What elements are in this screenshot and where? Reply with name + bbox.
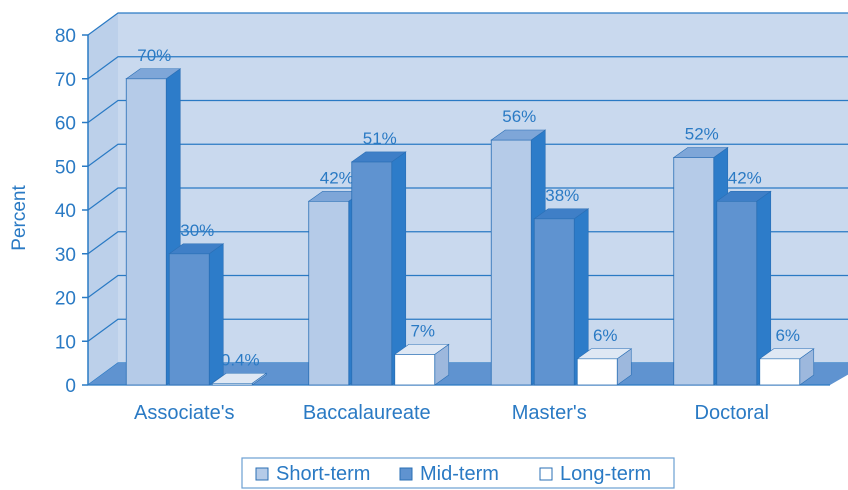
bar-top — [715, 190, 772, 202]
bar-top — [350, 151, 407, 163]
y-tick-label: 40 — [55, 201, 76, 222]
gridline — [87, 56, 848, 80]
gridline — [87, 12, 848, 36]
x-tick-label: Doctoral — [695, 402, 769, 424]
data-label: 42% — [320, 168, 354, 187]
bar — [533, 218, 575, 386]
gridline — [87, 318, 848, 342]
chart-floor — [88, 363, 848, 385]
legend-label: Long-term — [560, 463, 651, 485]
bar-top — [758, 348, 815, 360]
gridline — [87, 99, 848, 123]
data-label: 52% — [685, 125, 719, 144]
gridline — [87, 274, 848, 298]
legend-swatch — [255, 467, 269, 481]
data-label: 30% — [180, 221, 214, 240]
legend-label: Short-term — [276, 463, 370, 485]
x-tick-label: Master's — [512, 402, 587, 424]
bar-top — [168, 243, 225, 255]
y-tick-label: 0 — [65, 376, 76, 397]
data-label: 70% — [137, 46, 171, 65]
data-label: 56% — [502, 107, 536, 126]
gridline — [87, 231, 848, 255]
data-label: 51% — [363, 129, 397, 148]
x-tick-label: Associate's — [134, 402, 235, 424]
bar — [125, 78, 167, 386]
bar — [394, 353, 436, 386]
bar-top — [490, 129, 547, 141]
y-tick-label: 20 — [55, 289, 76, 310]
bar — [716, 200, 758, 386]
legend-swatch — [539, 467, 553, 481]
bar — [759, 358, 801, 386]
bar — [168, 253, 210, 386]
y-tick-label: 30 — [55, 245, 76, 266]
bar-top — [211, 372, 268, 384]
data-label: 6% — [593, 326, 618, 345]
x-tick-label: Baccalaureate — [303, 402, 431, 424]
y-tick-label: 60 — [55, 114, 76, 135]
y-tick-label: 10 — [55, 332, 76, 353]
data-label: 6% — [775, 326, 800, 345]
bar — [351, 161, 393, 386]
data-label: 0.4% — [221, 350, 260, 369]
y-tick-label: 80 — [55, 26, 76, 47]
data-label: 38% — [545, 186, 579, 205]
y-tick-label: 70 — [55, 70, 76, 91]
bar-top — [533, 208, 590, 220]
data-label: 7% — [410, 321, 435, 340]
gridline — [87, 187, 848, 211]
legend-swatch — [399, 467, 413, 481]
gridline — [87, 143, 848, 167]
y-axis-title: Percent — [9, 185, 30, 251]
bar-top — [393, 344, 450, 355]
bar-top — [672, 147, 729, 158]
legend-label: Mid-term — [420, 463, 499, 485]
bar — [308, 200, 350, 386]
data-label: 42% — [728, 168, 762, 187]
bar-top — [125, 68, 182, 80]
legend-box — [241, 457, 675, 489]
y-tick-label: 50 — [55, 157, 76, 178]
bar — [490, 139, 532, 386]
bar — [576, 358, 618, 386]
bar-top — [576, 348, 633, 360]
bar — [673, 157, 715, 386]
